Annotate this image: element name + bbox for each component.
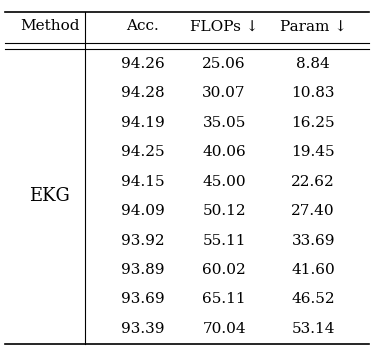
Text: 93.69: 93.69 bbox=[121, 293, 164, 307]
Text: Acc.: Acc. bbox=[126, 19, 159, 33]
Text: 94.28: 94.28 bbox=[121, 87, 164, 100]
Text: 45.00: 45.00 bbox=[202, 175, 246, 189]
Text: 94.26: 94.26 bbox=[120, 57, 164, 71]
Text: 53.14: 53.14 bbox=[291, 322, 335, 336]
Text: 30.07: 30.07 bbox=[202, 87, 246, 100]
Text: 41.60: 41.60 bbox=[291, 263, 335, 277]
Text: 10.83: 10.83 bbox=[291, 87, 335, 100]
Text: 94.09: 94.09 bbox=[120, 204, 164, 218]
Text: 16.25: 16.25 bbox=[291, 116, 335, 130]
Text: Param ↓: Param ↓ bbox=[280, 19, 347, 33]
Text: 8.84: 8.84 bbox=[296, 57, 330, 71]
Text: 60.02: 60.02 bbox=[202, 263, 246, 277]
Text: 19.45: 19.45 bbox=[291, 145, 335, 159]
Text: FLOPs ↓: FLOPs ↓ bbox=[190, 19, 258, 33]
Text: 70.04: 70.04 bbox=[202, 322, 246, 336]
Text: 46.52: 46.52 bbox=[291, 293, 335, 307]
Text: 94.25: 94.25 bbox=[121, 145, 164, 159]
Text: 93.92: 93.92 bbox=[121, 234, 164, 247]
Text: 27.40: 27.40 bbox=[291, 204, 335, 218]
Text: 40.06: 40.06 bbox=[202, 145, 246, 159]
Text: 94.15: 94.15 bbox=[121, 175, 164, 189]
Text: Method: Method bbox=[20, 19, 79, 33]
Text: 55.11: 55.11 bbox=[202, 234, 246, 247]
Text: 65.11: 65.11 bbox=[202, 293, 246, 307]
Text: EKG: EKG bbox=[29, 188, 70, 206]
Text: 93.89: 93.89 bbox=[121, 263, 164, 277]
Text: 33.69: 33.69 bbox=[291, 234, 335, 247]
Text: 25.06: 25.06 bbox=[202, 57, 246, 71]
Text: 50.12: 50.12 bbox=[202, 204, 246, 218]
Text: 93.39: 93.39 bbox=[121, 322, 164, 336]
Text: 35.05: 35.05 bbox=[202, 116, 246, 130]
Text: 22.62: 22.62 bbox=[291, 175, 335, 189]
Text: 94.19: 94.19 bbox=[120, 116, 164, 130]
